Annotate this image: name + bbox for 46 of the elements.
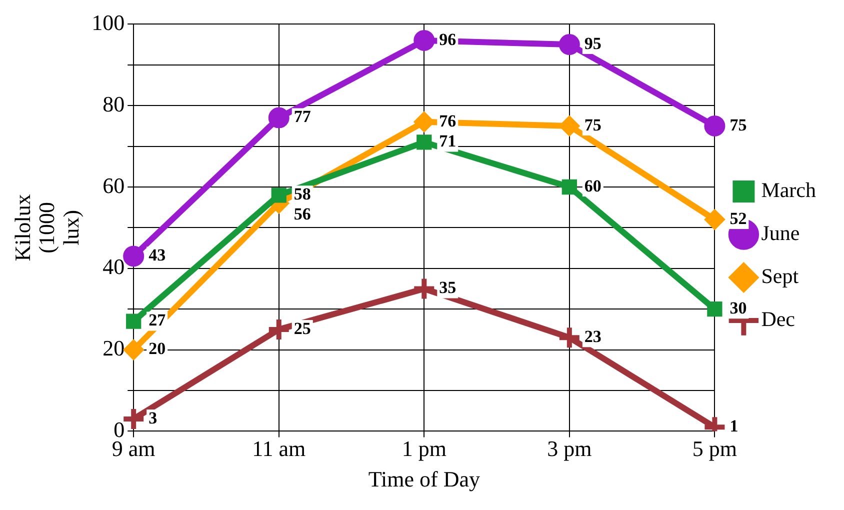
data-label: 60 xyxy=(584,176,602,196)
data-label: 25 xyxy=(294,318,311,338)
point xyxy=(414,30,435,51)
legend-label: June xyxy=(761,221,800,246)
x-tick-label: 1 pm xyxy=(402,436,446,462)
data-label: 76 xyxy=(439,111,456,130)
y-tick-label: 60 xyxy=(102,172,125,198)
point xyxy=(707,302,722,317)
data-label: 43 xyxy=(148,246,166,265)
x-axis-title: Time of Day xyxy=(368,466,480,492)
x-tick-label: 3 pm xyxy=(547,436,592,462)
y-tick-label: 80 xyxy=(102,91,125,116)
data-label: 23 xyxy=(584,326,602,346)
x-tick-label: 5 pm xyxy=(692,436,738,462)
data-label: 56 xyxy=(294,204,311,224)
point xyxy=(126,314,142,329)
point xyxy=(704,115,726,136)
data-label: 27 xyxy=(148,310,166,330)
point xyxy=(271,188,286,203)
point xyxy=(562,179,577,195)
point xyxy=(704,209,726,230)
data-label: 77 xyxy=(294,107,312,126)
data-label: 52 xyxy=(730,208,747,228)
point xyxy=(416,134,432,150)
data-label: 71 xyxy=(439,132,456,151)
legend-label: Sept xyxy=(761,264,799,288)
data-label: 75 xyxy=(730,115,747,134)
data-label: 35 xyxy=(439,278,456,298)
point xyxy=(268,107,290,128)
y-tick-label: 100 xyxy=(92,10,125,35)
data-label: 20 xyxy=(148,339,166,358)
x-tick-label: 11 am xyxy=(252,436,306,462)
data-label: 3 xyxy=(148,408,158,428)
y-tick-label: 40 xyxy=(102,254,125,280)
legend-label: March xyxy=(761,178,816,202)
data-label: 1 xyxy=(730,416,738,436)
y-tick-label: 20 xyxy=(102,336,125,361)
data-label: 96 xyxy=(439,30,456,49)
y-axis-title: Kilolux (1000 lux) xyxy=(10,194,84,262)
point xyxy=(558,34,580,56)
data-label: 75 xyxy=(584,115,602,134)
point xyxy=(123,246,144,267)
legend-label: Dec xyxy=(761,307,796,332)
data-label: 58 xyxy=(294,184,311,204)
point xyxy=(123,339,144,360)
data-label: 95 xyxy=(584,34,602,53)
